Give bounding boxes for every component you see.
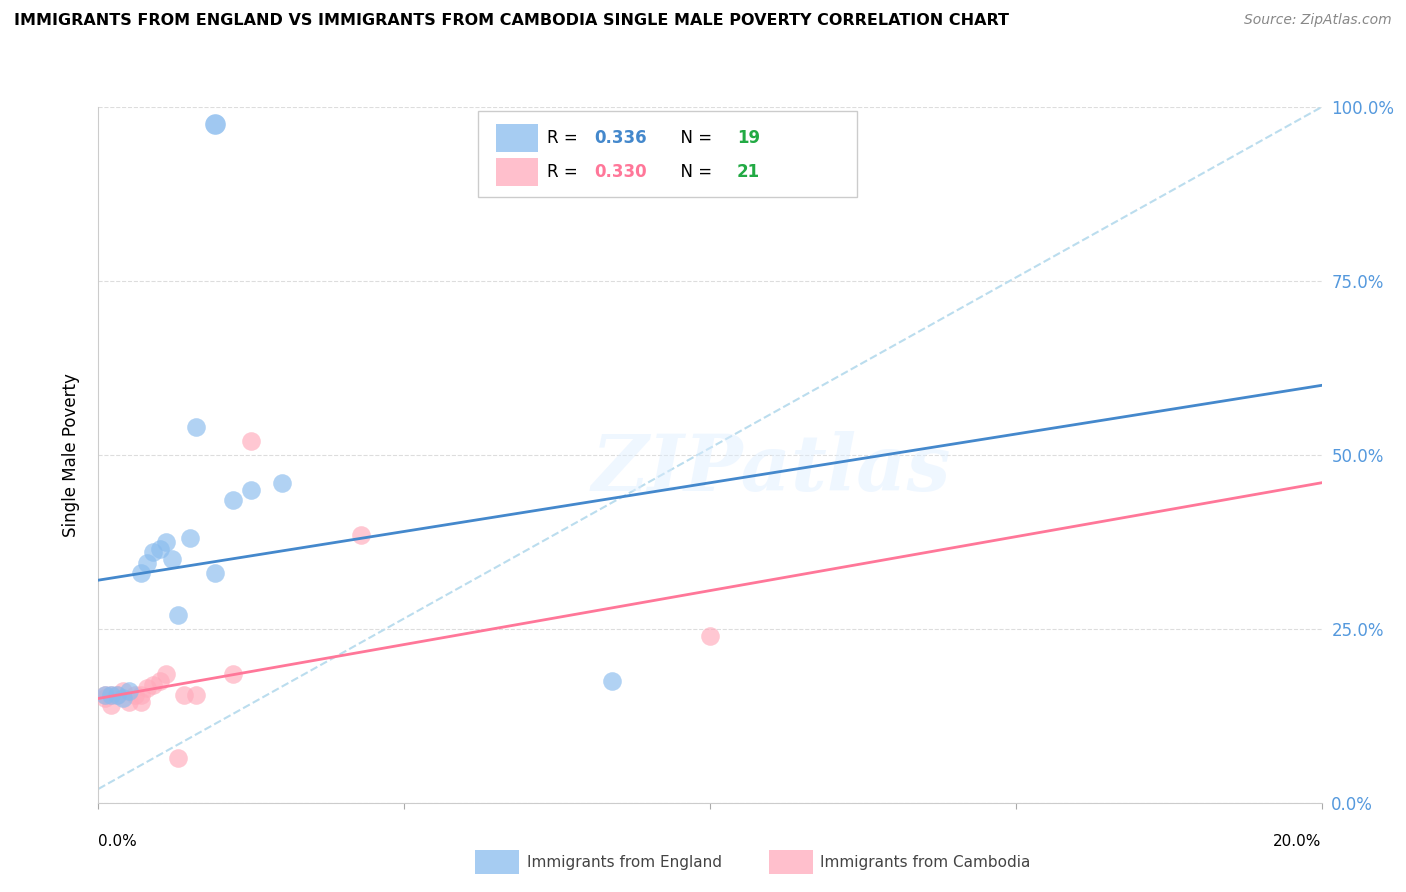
Point — [240, 483, 263, 497]
FancyBboxPatch shape — [496, 158, 537, 186]
Point — [204, 117, 226, 131]
Text: 19: 19 — [737, 129, 761, 147]
Text: N =: N = — [669, 162, 717, 180]
Text: Immigrants from England: Immigrants from England — [526, 855, 721, 870]
Point — [350, 528, 373, 542]
FancyBboxPatch shape — [478, 111, 856, 197]
Point — [186, 688, 208, 702]
Point — [270, 475, 292, 490]
FancyBboxPatch shape — [475, 850, 519, 874]
Point — [699, 629, 721, 643]
Point — [149, 541, 172, 556]
Text: 20.0%: 20.0% — [1274, 834, 1322, 849]
FancyBboxPatch shape — [769, 850, 813, 874]
Text: 0.330: 0.330 — [593, 162, 647, 180]
Text: Source: ZipAtlas.com: Source: ZipAtlas.com — [1244, 13, 1392, 28]
Point — [93, 688, 115, 702]
Point — [111, 691, 134, 706]
Point — [105, 688, 128, 702]
FancyBboxPatch shape — [496, 124, 537, 152]
Point — [93, 691, 115, 706]
Point — [100, 698, 122, 713]
Y-axis label: Single Male Poverty: Single Male Poverty — [62, 373, 80, 537]
Point — [155, 535, 177, 549]
Point — [155, 667, 177, 681]
Point — [222, 493, 245, 508]
Point — [129, 566, 152, 581]
Point — [149, 674, 172, 689]
Point — [167, 750, 190, 764]
Text: R =: R = — [547, 162, 583, 180]
Point — [179, 532, 201, 546]
Point — [100, 688, 122, 702]
Point — [160, 552, 183, 566]
Text: Immigrants from Cambodia: Immigrants from Cambodia — [820, 855, 1031, 870]
Point — [240, 434, 263, 448]
Point — [142, 677, 165, 691]
Point — [222, 667, 245, 681]
Point — [111, 684, 134, 698]
Point — [129, 695, 152, 709]
Text: N =: N = — [669, 129, 717, 147]
Point — [136, 681, 159, 695]
Point — [600, 674, 623, 689]
Point — [129, 688, 152, 702]
Point — [186, 420, 208, 434]
Text: 0.0%: 0.0% — [98, 834, 138, 849]
Point — [173, 688, 195, 702]
Text: 0.336: 0.336 — [593, 129, 647, 147]
Point — [204, 566, 226, 581]
Point — [124, 688, 146, 702]
Text: IMMIGRANTS FROM ENGLAND VS IMMIGRANTS FROM CAMBODIA SINGLE MALE POVERTY CORRELAT: IMMIGRANTS FROM ENGLAND VS IMMIGRANTS FR… — [14, 13, 1010, 29]
Point — [142, 545, 165, 559]
Point — [136, 556, 159, 570]
Text: 21: 21 — [737, 162, 761, 180]
Point — [100, 688, 122, 702]
Point — [118, 695, 141, 709]
Point — [167, 607, 190, 622]
Text: R =: R = — [547, 129, 583, 147]
Point — [93, 688, 115, 702]
Text: ZIPatlas: ZIPatlas — [592, 431, 950, 507]
Point — [118, 684, 141, 698]
Point — [105, 688, 128, 702]
